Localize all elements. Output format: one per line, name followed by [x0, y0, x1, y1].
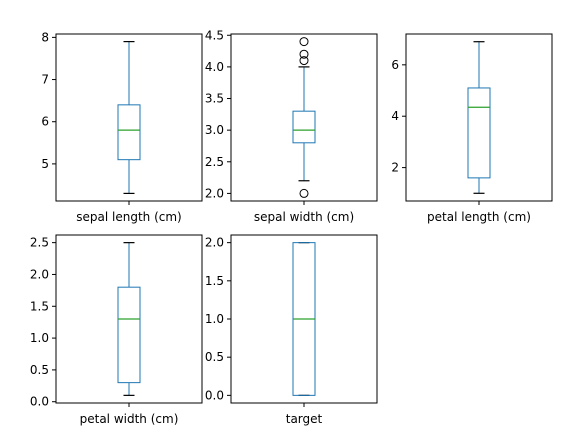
- y-tick-label: 1.0: [205, 312, 224, 326]
- y-tick-label: 8: [41, 30, 49, 44]
- y-tick-label: 2.0: [205, 186, 224, 200]
- subplot-4: 0.0 0.5 1.0 1.5 2.0 2.5 petal width (cm): [30, 234, 203, 426]
- y-tick-label: 0.5: [205, 350, 224, 364]
- subplot-3: 2 4 6 petal length (cm): [391, 33, 553, 224]
- x-axis-label: sepal length (cm): [76, 210, 181, 224]
- iqr-box: [117, 286, 141, 384]
- y-tick-label: 1.5: [205, 274, 224, 288]
- y-tick-label: 4.0: [205, 60, 224, 74]
- y-tick-label: 3.0: [205, 123, 224, 137]
- y-tick-label: 0.0: [205, 388, 224, 402]
- x-axis-label: target: [286, 412, 323, 426]
- x-axis-label: sepal width (cm): [254, 210, 354, 224]
- y-tick-label: 0.0: [30, 395, 49, 409]
- x-axis-label: petal length (cm): [427, 210, 531, 224]
- subplot-1: 5 6 7 8 sepal length (cm): [41, 30, 203, 224]
- outlier-point: [299, 188, 309, 198]
- y-tick-label: 2.5: [30, 236, 49, 250]
- y-tick-label: 4.5: [205, 28, 224, 42]
- y-tick-label: 3.5: [205, 92, 224, 106]
- y-tick-label: 6: [41, 115, 49, 129]
- iqr-box: [467, 87, 491, 179]
- y-tick-label: 4: [391, 109, 399, 123]
- outlier-point: [299, 56, 309, 66]
- y-tick-label: 1.0: [30, 331, 49, 345]
- x-axis-label: petal width (cm): [80, 412, 179, 426]
- y-tick-label: 2.5: [205, 155, 224, 169]
- y-tick-label: 2.0: [205, 236, 224, 250]
- y-tick-label: 6: [391, 58, 399, 72]
- outlier-point: [299, 49, 309, 59]
- iqr-box: [117, 104, 141, 161]
- y-tick-label: 2.0: [30, 267, 49, 281]
- iqr-box: [292, 110, 316, 144]
- outlier-point: [299, 37, 309, 47]
- y-tick-label: 2: [391, 161, 399, 175]
- subplot-2: 2.0 2.5 3.0 3.5 4.0 4.5 sepal width (cm): [205, 28, 378, 224]
- y-tick-label: 1.5: [30, 299, 49, 313]
- subplot-5: 0.0 0.5 1.0 1.5 2.0 target: [205, 234, 378, 426]
- y-tick-label: 5: [41, 157, 49, 171]
- y-tick-label: 0.5: [30, 363, 49, 377]
- y-tick-label: 7: [41, 73, 49, 87]
